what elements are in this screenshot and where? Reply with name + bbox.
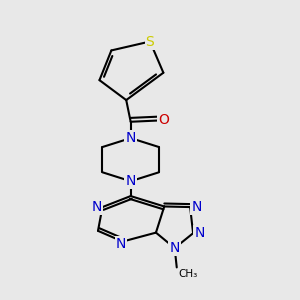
Text: N: N — [194, 226, 205, 240]
Text: N: N — [125, 174, 136, 188]
Text: N: N — [169, 241, 180, 255]
Text: O: O — [158, 113, 169, 127]
Text: N: N — [125, 131, 136, 145]
Text: N: N — [116, 237, 126, 251]
Text: N: N — [91, 200, 102, 214]
Text: CH₃: CH₃ — [178, 269, 197, 279]
Text: S: S — [146, 34, 154, 49]
Text: N: N — [191, 200, 202, 214]
